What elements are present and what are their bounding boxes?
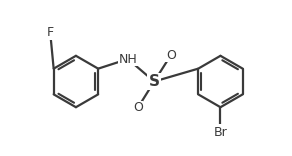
Text: F: F (47, 26, 54, 39)
Text: NH: NH (119, 53, 137, 66)
Text: O: O (166, 49, 176, 62)
Text: Br: Br (213, 126, 227, 139)
Text: O: O (133, 101, 143, 114)
Text: S: S (149, 74, 160, 89)
